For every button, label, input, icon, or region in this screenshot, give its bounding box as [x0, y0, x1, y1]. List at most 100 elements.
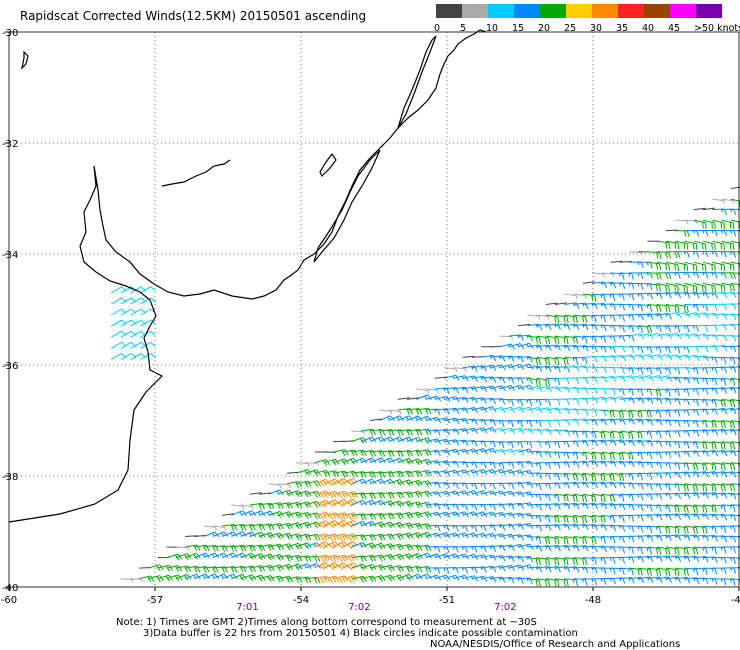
- wind-barb: [314, 562, 331, 571]
- legend-swatch: [618, 4, 644, 18]
- wind-barb: [499, 406, 516, 413]
- wind-barb: [222, 573, 238, 580]
- wind-barb: [277, 522, 294, 530]
- wind-barb: [416, 523, 432, 530]
- wind-barb: [610, 325, 625, 332]
- wind-barb: [536, 398, 551, 406]
- wind-barb: [628, 346, 644, 354]
- wind-barb: [517, 406, 534, 413]
- wind-barb: [444, 525, 459, 532]
- wind-barb: [591, 567, 607, 575]
- x-tick-label: -54: [293, 595, 309, 606]
- wind-barb: [416, 469, 432, 477]
- wind-barb: [379, 436, 395, 443]
- wind-barb: [656, 325, 671, 333]
- wind-barb: [416, 388, 430, 394]
- wind-barb: [564, 451, 579, 460]
- wind-barb: [675, 546, 689, 555]
- wind-barb: [656, 462, 672, 470]
- wind-barb: [647, 504, 662, 512]
- wind-barb: [323, 470, 340, 478]
- wind-barb: [388, 512, 404, 520]
- wind-barb: [675, 504, 689, 513]
- wind-barb: [369, 554, 386, 562]
- wind-barb: [536, 428, 552, 436]
- wind-barb: [628, 430, 643, 439]
- wind-barb: [656, 440, 672, 448]
- x-tick-label: -48: [585, 595, 601, 606]
- wind-barb: [712, 219, 725, 230]
- wind-barb: [425, 388, 439, 394]
- wind-barb: [536, 557, 551, 566]
- wind-barb: [693, 420, 708, 428]
- wind-barb: [693, 325, 709, 332]
- wind-barb: [702, 483, 717, 492]
- wind-barb: [647, 375, 663, 382]
- wind-barb: [628, 367, 644, 375]
- wind-barb: [628, 251, 643, 256]
- wind-barb: [517, 428, 534, 435]
- wind-barb: [212, 573, 229, 580]
- wind-barb: [619, 546, 634, 554]
- wind-barb: [471, 524, 487, 532]
- wind-barb: [610, 272, 625, 280]
- wind-barb: [110, 341, 127, 349]
- wind-barb: [628, 472, 644, 481]
- wind-barb: [554, 314, 569, 323]
- wind-barb: [453, 375, 469, 382]
- wind-barb: [591, 409, 607, 417]
- wind-barb: [305, 462, 319, 467]
- wind-barb: [277, 543, 294, 551]
- wind-barb: [721, 272, 736, 280]
- wind-barb: [721, 377, 736, 386]
- wind-barb: [693, 441, 708, 450]
- wind-barb: [712, 398, 726, 407]
- wind-barb: [665, 261, 680, 271]
- wind-barb: [684, 282, 698, 293]
- wind-barb: [610, 367, 625, 374]
- wind-barb: [684, 250, 700, 258]
- wind-barb: [628, 304, 644, 312]
- wind-barb: [721, 420, 735, 429]
- wind-barb: [286, 533, 303, 541]
- wind-barb: [702, 420, 717, 429]
- wind-barb: [647, 261, 662, 271]
- wind-barb: [110, 330, 127, 338]
- wind-barb: [601, 567, 616, 575]
- wind-barb: [296, 533, 312, 541]
- wind-barb: [647, 251, 662, 259]
- river-uruguay: [161, 159, 231, 187]
- wind-barb: [222, 531, 238, 537]
- wind-barb: [684, 261, 698, 272]
- wind-barb: [314, 541, 331, 550]
- wind-barb: [619, 314, 635, 321]
- wind-barb: [416, 394, 432, 401]
- wind-barb: [110, 352, 127, 360]
- wind-barb: [591, 314, 607, 323]
- wind-barb: [647, 304, 662, 313]
- wind-barb: [388, 543, 405, 551]
- wind-barb: [434, 438, 451, 446]
- wind-barb: [564, 293, 578, 299]
- wind-barb: [212, 525, 226, 531]
- wind-barb: [518, 556, 533, 563]
- wind-barb: [129, 578, 143, 583]
- wind-barb: [610, 493, 625, 502]
- wind-barb: [518, 441, 533, 448]
- wind-barb: [647, 409, 662, 418]
- wind-barb: [573, 557, 588, 566]
- wind-barb: [656, 332, 673, 340]
- wind-barb: [490, 448, 506, 456]
- wind-barb: [462, 482, 478, 490]
- wind-barb: [628, 333, 645, 340]
- wind-barb: [647, 546, 662, 555]
- wind-barb: [656, 483, 671, 491]
- wind-barb: [628, 546, 644, 555]
- wind-barb: [323, 490, 340, 499]
- wind-barb: [675, 483, 689, 492]
- wind-barb: [444, 439, 460, 446]
- wind-barb: [545, 451, 561, 459]
- wind-barb: [675, 282, 688, 293]
- wind-barb: [388, 415, 405, 421]
- wind-barb: [277, 575, 293, 583]
